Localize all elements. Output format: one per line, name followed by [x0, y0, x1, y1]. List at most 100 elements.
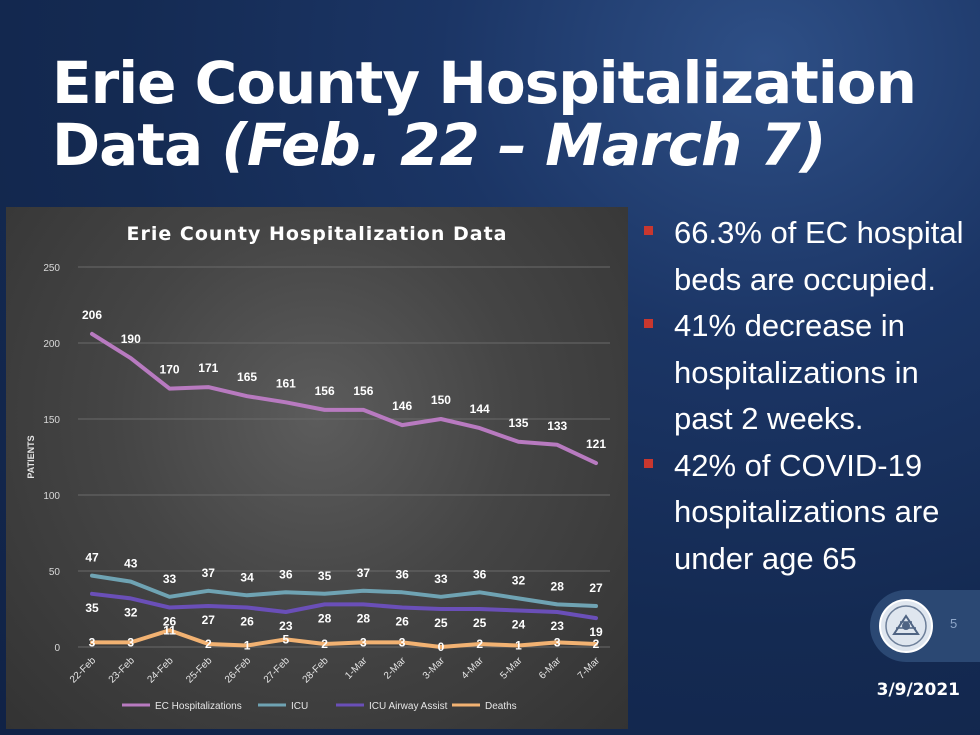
- y-tick-label: 50: [49, 567, 61, 578]
- data-label: 2: [205, 637, 212, 651]
- data-label: 3: [399, 635, 406, 649]
- x-tick-label: 5-Mar: [498, 655, 525, 682]
- slide-title: Erie County Hospitalization Data (Feb. 2…: [52, 52, 952, 176]
- y-tick-label: 0: [54, 643, 60, 654]
- data-label: 171: [198, 361, 218, 375]
- data-label: 47: [85, 551, 99, 565]
- data-label: 206: [82, 308, 102, 322]
- page-number: 5: [950, 616, 958, 631]
- data-label: 156: [353, 384, 373, 398]
- data-label: 150: [431, 393, 451, 407]
- data-label: 37: [202, 566, 216, 580]
- legend-label: ICU: [291, 701, 308, 712]
- bullet-decrease: 41% decrease in hospitalizations in past…: [640, 303, 975, 443]
- data-label: 3: [360, 635, 367, 649]
- data-label: 36: [395, 567, 409, 581]
- slide-title-main: Erie County Hospitalization: [52, 49, 917, 117]
- data-label: 26: [395, 614, 409, 628]
- county-seal-icon: [879, 599, 933, 653]
- bullet-list: 66.3% of EC hospital beds are occupied. …: [640, 210, 975, 582]
- slide-title-prefix: Data: [52, 111, 222, 179]
- data-label: 25: [473, 616, 487, 630]
- data-label: 33: [163, 572, 177, 586]
- data-label: 2: [321, 637, 328, 651]
- data-label: 27: [589, 581, 603, 595]
- series-line: [90, 591, 598, 621]
- x-tick-label: 28-Feb: [301, 655, 331, 685]
- data-label: 146: [392, 399, 412, 413]
- data-label: 133: [547, 419, 567, 433]
- data-label: 2: [593, 637, 600, 651]
- data-label: 1: [515, 638, 522, 652]
- data-label: 34: [240, 570, 254, 584]
- y-tick-label: 100: [43, 491, 60, 502]
- x-tick-label: 23-Feb: [107, 655, 137, 685]
- data-label: 32: [124, 605, 138, 619]
- legend-label: Deaths: [485, 701, 517, 712]
- x-tick-label: 26-Feb: [223, 655, 253, 685]
- data-label: 28: [551, 579, 565, 593]
- slide-title-date-range: (Feb. 22 – March 7): [221, 111, 826, 179]
- x-tick-label: 3-Mar: [421, 655, 448, 682]
- y-tick-label: 200: [43, 339, 60, 350]
- hospitalization-chart: Erie County Hospitalization Data 0 50 100 15…: [6, 207, 628, 729]
- data-label: 156: [315, 384, 335, 398]
- data-label: 27: [202, 613, 216, 627]
- data-label: 0: [438, 640, 445, 654]
- seal-band: 5: [870, 590, 980, 662]
- x-tick-label: 25-Feb: [184, 655, 214, 685]
- data-label: 121: [586, 437, 606, 451]
- data-label: 165: [237, 370, 257, 384]
- data-label: 170: [160, 363, 180, 377]
- data-label: 28: [357, 611, 371, 625]
- x-tick-label: 2-Mar: [382, 655, 409, 682]
- chart-title: Erie County Hospitalization Data: [127, 223, 508, 245]
- data-label: 43: [124, 557, 138, 571]
- series-line: [90, 573, 598, 608]
- data-label: 161: [276, 376, 296, 390]
- y-axis-label: PATIENTS: [26, 435, 36, 478]
- data-label: 19: [589, 625, 603, 639]
- data-label: 190: [121, 332, 141, 346]
- data-label: 23: [279, 619, 293, 633]
- data-label: 11: [163, 623, 176, 637]
- data-label: 3: [127, 635, 134, 649]
- x-tick-label: 24-Feb: [145, 655, 175, 685]
- data-label: 5: [283, 632, 290, 646]
- data-label: 3: [554, 635, 561, 649]
- data-label: 1: [244, 638, 251, 652]
- bullet-under-65: 42% of COVID-19 hospitalizations are und…: [640, 443, 975, 583]
- x-tick-label: 6-Mar: [537, 655, 564, 682]
- x-tick-label: 4-Mar: [460, 655, 487, 682]
- y-tick-label: 250: [43, 263, 60, 274]
- data-label: 36: [473, 567, 487, 581]
- slide-date: 3/9/2021: [876, 680, 960, 700]
- data-label: 135: [508, 416, 528, 430]
- x-tick-label: 22-Feb: [68, 655, 98, 685]
- data-label: 2: [476, 637, 483, 651]
- bullet-beds-occupied: 66.3% of EC hospital beds are occupied.: [640, 210, 975, 303]
- data-label: 33: [434, 572, 448, 586]
- legend-label: ICU Airway Assist: [369, 701, 448, 712]
- series-line: [90, 628, 598, 649]
- data-label: 36: [279, 567, 293, 581]
- legend-label: EC Hospitalizations: [155, 701, 242, 712]
- data-label: 26: [163, 614, 177, 628]
- data-label: 28: [318, 611, 332, 625]
- x-tick-label: 27-Feb: [262, 655, 292, 685]
- chart-svg: Erie County Hospitalization Data05010015…: [26, 223, 610, 712]
- data-label: 25: [434, 616, 448, 630]
- series-line: [90, 331, 598, 466]
- data-label: 26: [240, 614, 254, 628]
- data-label: 35: [85, 601, 99, 615]
- data-label: 32: [512, 573, 526, 587]
- x-tick-label: 7-Mar: [576, 655, 603, 682]
- y-tick-label: 150: [43, 415, 60, 426]
- data-label: 23: [551, 619, 565, 633]
- data-label: 35: [318, 569, 332, 583]
- x-tick-label: 1-Mar: [343, 655, 370, 682]
- data-label: 24: [512, 618, 526, 632]
- data-label: 3: [89, 635, 96, 649]
- data-label: 144: [470, 402, 490, 416]
- data-label: 37: [357, 566, 371, 580]
